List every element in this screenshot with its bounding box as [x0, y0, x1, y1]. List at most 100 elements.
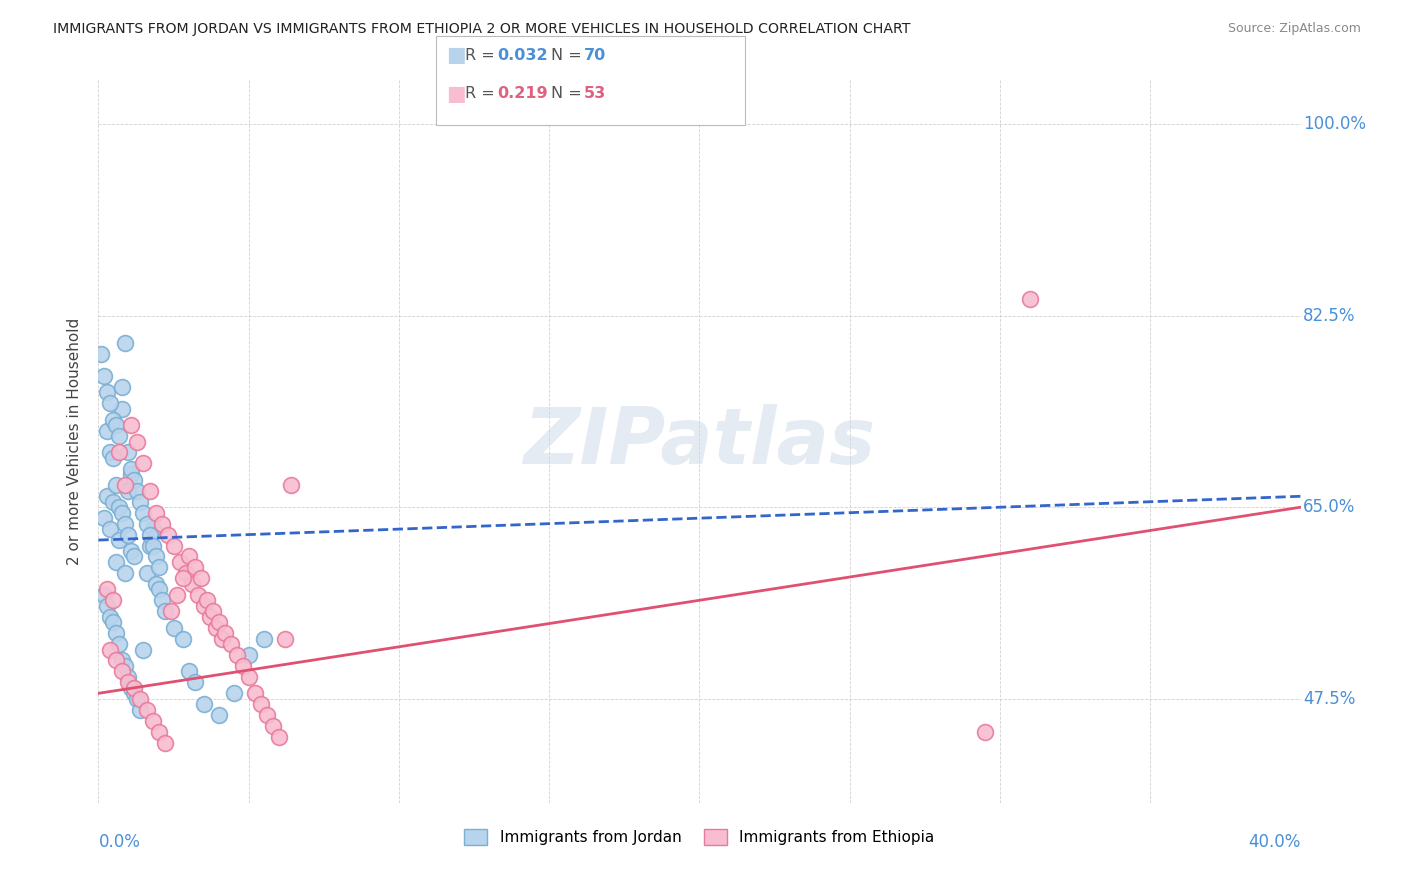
Point — [141, 522, 163, 536]
Point — [105, 478, 128, 492]
Point — [214, 626, 236, 640]
Text: 0.0%: 0.0% — [98, 833, 141, 851]
Point — [198, 609, 221, 624]
Text: R =: R = — [465, 87, 501, 101]
Point — [114, 659, 136, 673]
Point — [129, 494, 152, 508]
Point — [100, 396, 122, 410]
Point — [127, 434, 149, 449]
Point — [183, 675, 205, 690]
Y-axis label: 2 or more Vehicles in Household: 2 or more Vehicles in Household — [67, 318, 83, 566]
Point — [103, 494, 125, 508]
Point — [129, 691, 152, 706]
Text: ■: ■ — [446, 45, 465, 65]
Point — [108, 429, 131, 443]
Point — [93, 588, 115, 602]
Text: 82.5%: 82.5% — [1303, 307, 1355, 325]
Legend: Immigrants from Jordan, Immigrants from Ethiopia: Immigrants from Jordan, Immigrants from … — [458, 823, 941, 852]
Point — [117, 675, 139, 690]
Point — [193, 698, 215, 712]
Point — [262, 719, 284, 733]
Point — [111, 665, 134, 679]
Point — [100, 445, 122, 459]
Point — [105, 555, 128, 569]
Point — [204, 621, 226, 635]
Point — [108, 533, 131, 547]
Point — [193, 599, 215, 613]
Point — [256, 708, 278, 723]
Point — [177, 665, 200, 679]
Text: ■: ■ — [446, 84, 465, 103]
Point — [238, 670, 260, 684]
Point — [127, 483, 149, 498]
Point — [141, 539, 163, 553]
Point — [100, 642, 122, 657]
Point — [103, 412, 125, 426]
Point — [156, 527, 179, 541]
Point — [1019, 292, 1042, 306]
Point — [145, 577, 167, 591]
Point — [108, 445, 131, 459]
Point — [96, 385, 118, 400]
Point — [138, 539, 160, 553]
Point — [90, 347, 112, 361]
Point — [124, 473, 146, 487]
Text: 65.0%: 65.0% — [1303, 499, 1355, 516]
Point — [117, 527, 139, 541]
Point — [148, 724, 170, 739]
Point — [103, 615, 125, 630]
Point — [145, 506, 167, 520]
Point — [232, 659, 254, 673]
Point — [180, 577, 202, 591]
Point — [219, 637, 242, 651]
Point — [159, 604, 181, 618]
Point — [249, 698, 271, 712]
Point — [124, 549, 146, 564]
Text: Source: ZipAtlas.com: Source: ZipAtlas.com — [1227, 22, 1361, 36]
Point — [138, 483, 160, 498]
Point — [280, 478, 302, 492]
Point — [141, 714, 163, 728]
Point — [121, 418, 143, 433]
Point — [138, 527, 160, 541]
Point — [111, 653, 134, 667]
Point — [121, 544, 143, 558]
Text: 0.032: 0.032 — [498, 48, 548, 62]
Point — [114, 516, 136, 531]
Point — [132, 642, 155, 657]
Point — [195, 593, 218, 607]
Text: N =: N = — [551, 48, 588, 62]
Point — [124, 681, 146, 695]
Point — [127, 691, 149, 706]
Point — [148, 560, 170, 574]
Point — [96, 582, 118, 597]
Point — [96, 599, 118, 613]
Point — [238, 648, 260, 662]
Point — [93, 511, 115, 525]
Text: IMMIGRANTS FROM JORDAN VS IMMIGRANTS FROM ETHIOPIA 2 OR MORE VEHICLES IN HOUSEHO: IMMIGRANTS FROM JORDAN VS IMMIGRANTS FRO… — [53, 22, 911, 37]
Point — [96, 424, 118, 438]
Text: R =: R = — [465, 48, 501, 62]
Point — [135, 516, 157, 531]
Text: 100.0%: 100.0% — [1303, 115, 1367, 133]
Point — [153, 604, 176, 618]
Point — [132, 506, 155, 520]
Point — [162, 539, 184, 553]
Point — [974, 724, 997, 739]
Point — [129, 703, 152, 717]
Text: N =: N = — [551, 87, 588, 101]
Point — [148, 582, 170, 597]
Point — [121, 681, 143, 695]
Point — [208, 615, 231, 630]
Point — [111, 506, 134, 520]
Point — [117, 483, 139, 498]
Text: 70: 70 — [583, 48, 606, 62]
Point — [114, 336, 136, 351]
Point — [211, 632, 233, 646]
Text: 47.5%: 47.5% — [1303, 690, 1355, 707]
Point — [108, 637, 131, 651]
Point — [243, 686, 266, 700]
Point — [145, 549, 167, 564]
Point — [177, 549, 200, 564]
Point — [166, 588, 188, 602]
